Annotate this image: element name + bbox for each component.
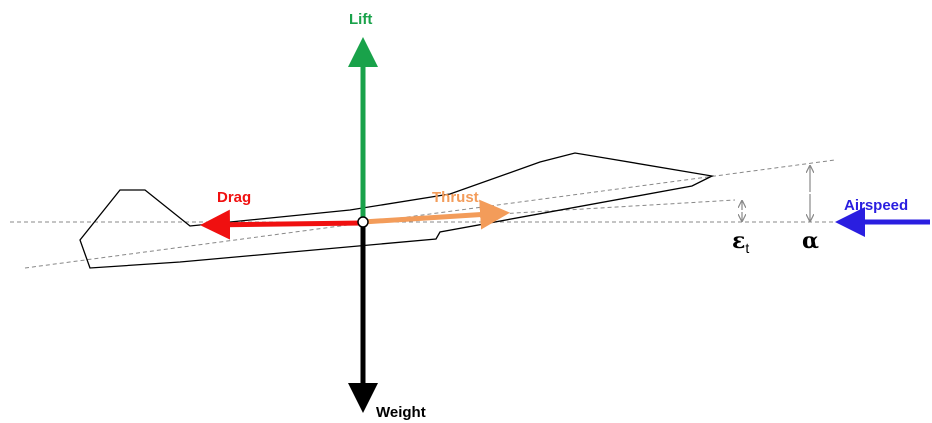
thrust-arrow: [362, 199, 510, 230]
epsilon-symbol: ε: [732, 228, 745, 254]
lift-label: Lift: [349, 11, 372, 28]
epsilon-subscript: t: [745, 240, 749, 256]
drag-arrow: [200, 209, 364, 240]
epsilon-label: εt: [732, 228, 749, 256]
thrust-label: Thrust: [432, 189, 479, 206]
chord-line: [24, 159, 836, 269]
airplane-outline: [79, 152, 715, 269]
airspeed-label: Airspeed: [844, 197, 908, 214]
center-of-gravity: [357, 216, 369, 228]
thrust-line: [362, 199, 736, 223]
drag-label: Drag: [217, 189, 251, 206]
weight-label: Weight: [376, 404, 426, 421]
alpha-label: α: [802, 228, 819, 254]
